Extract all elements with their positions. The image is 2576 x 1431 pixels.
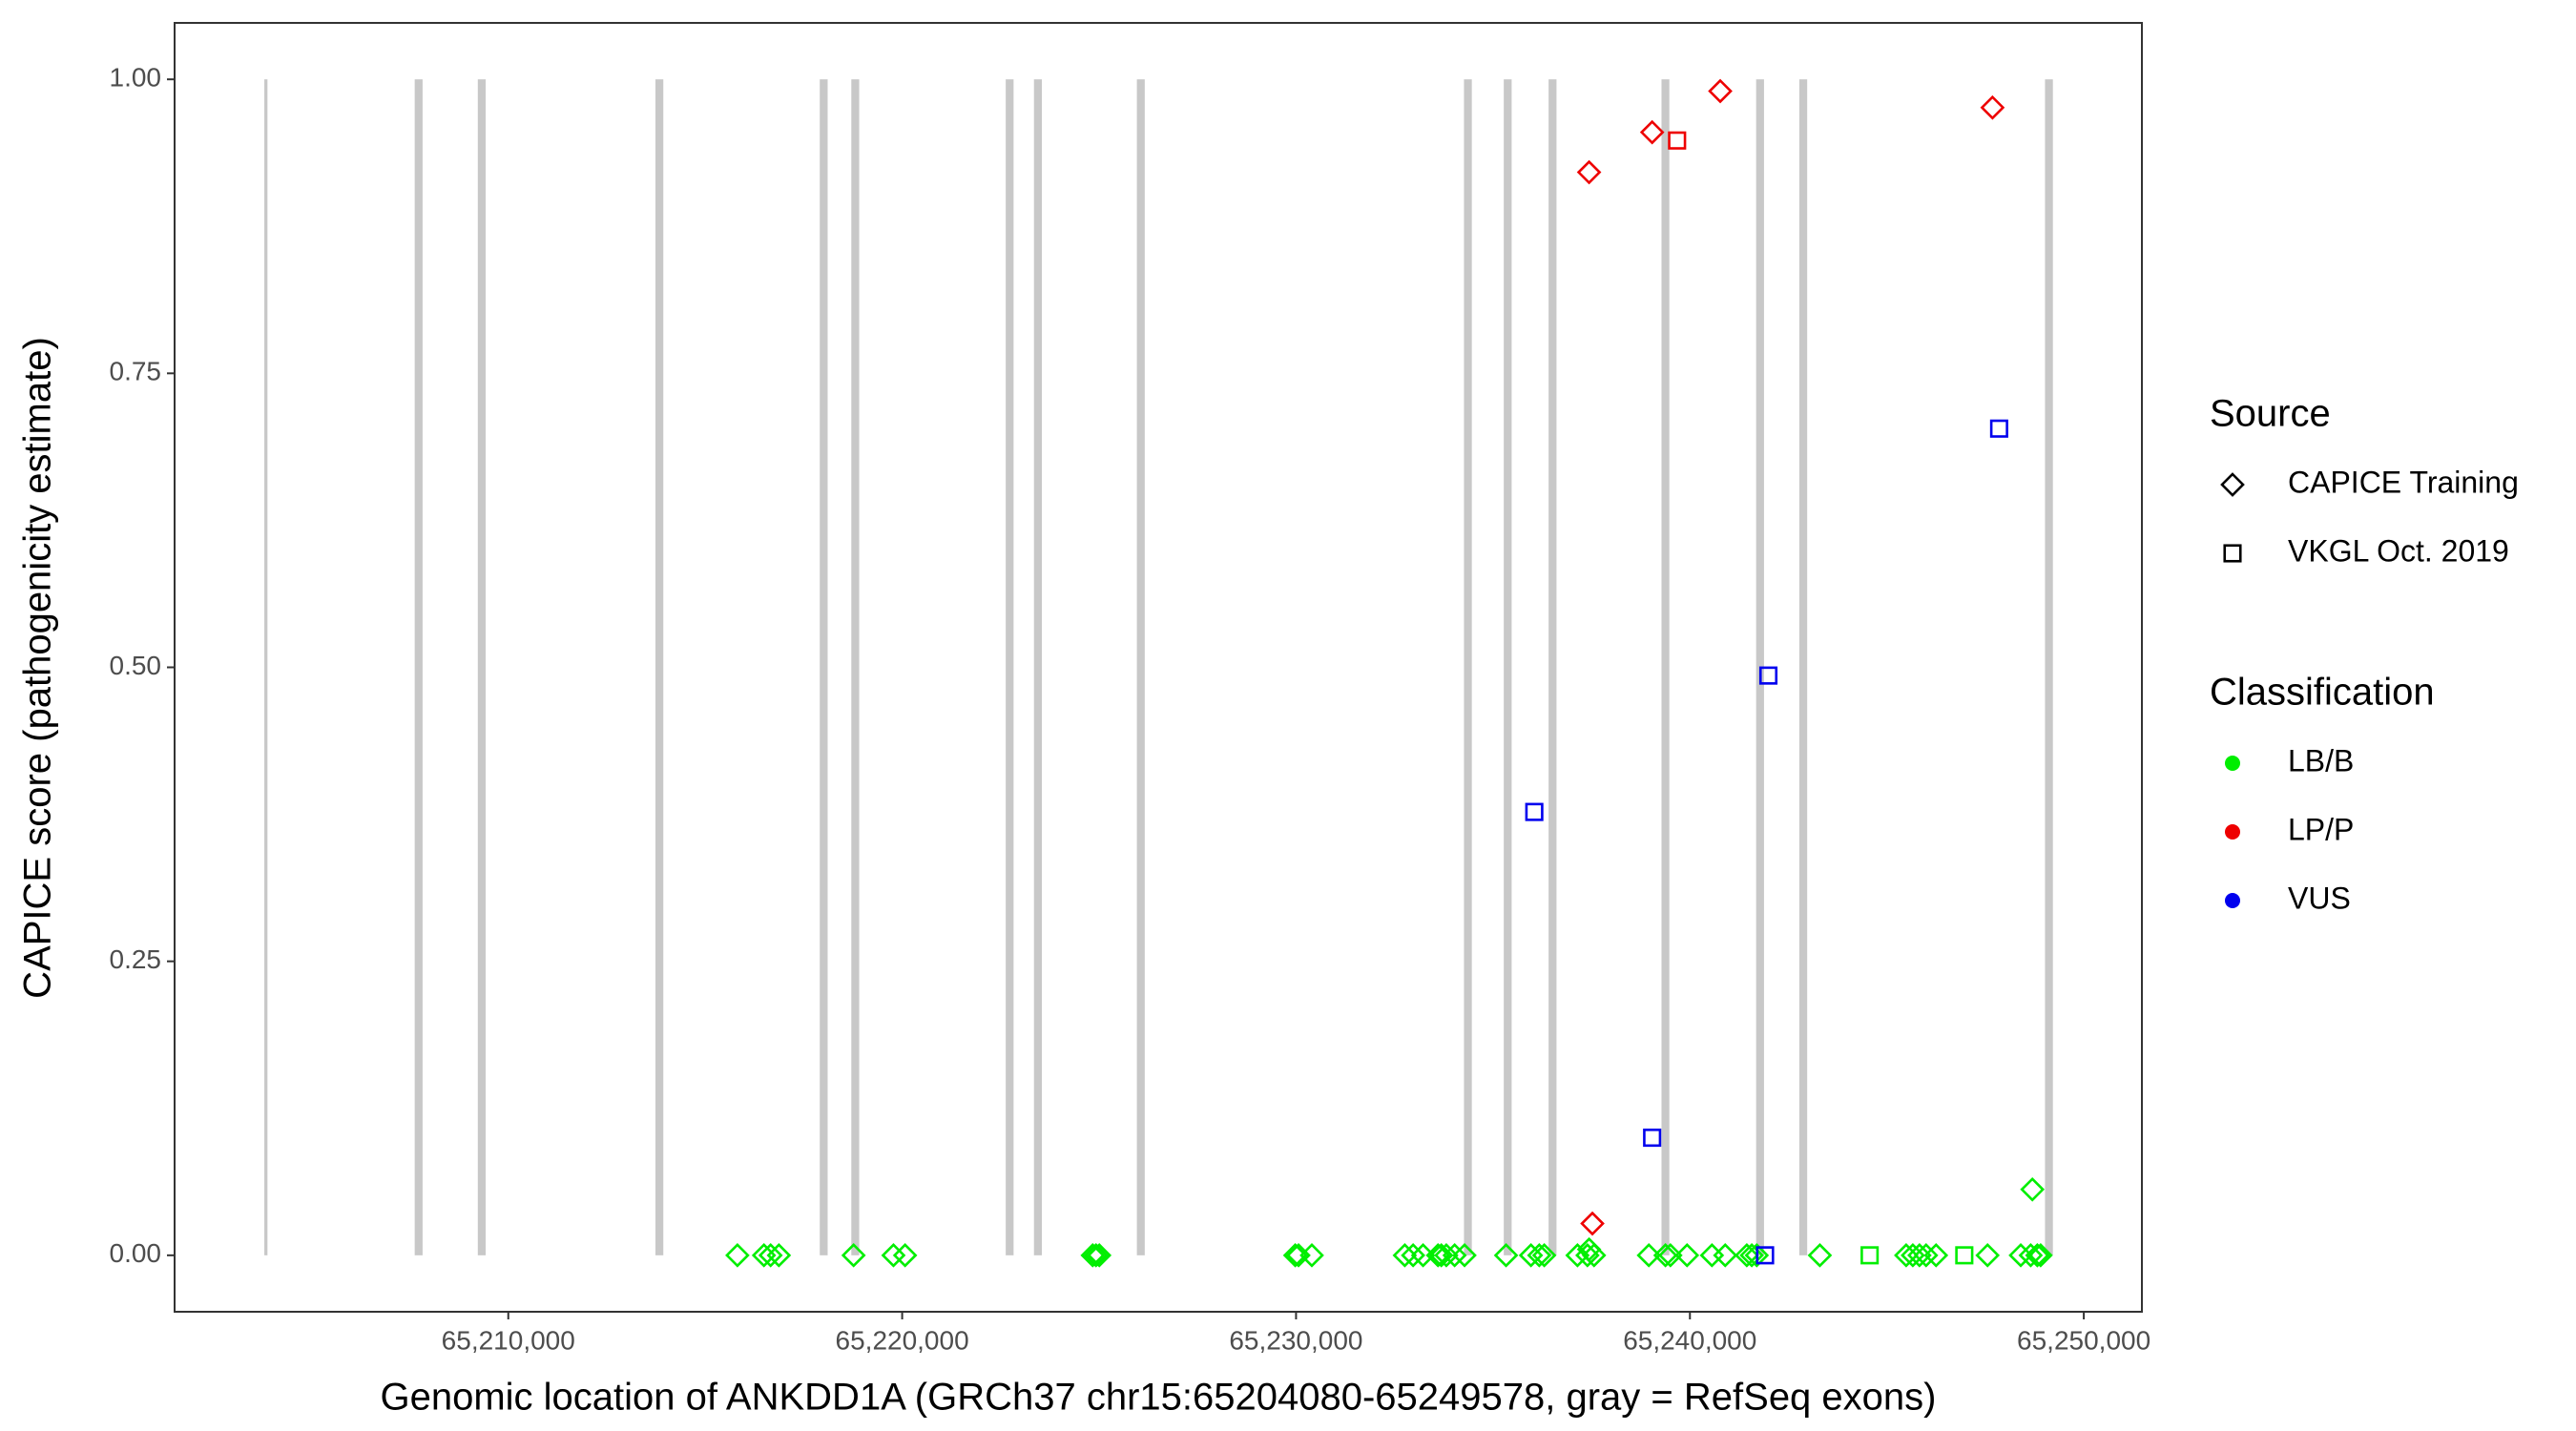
point bbox=[1980, 94, 2005, 120]
point bbox=[1080, 1242, 1106, 1268]
exon bbox=[1136, 79, 1145, 1255]
point bbox=[1525, 802, 1544, 821]
point bbox=[1083, 1242, 1109, 1268]
exon bbox=[1548, 79, 1557, 1255]
legend-key bbox=[2225, 824, 2240, 840]
exon bbox=[1504, 79, 1512, 1255]
point bbox=[1807, 1242, 1833, 1268]
point bbox=[1392, 1242, 1418, 1268]
y-tick-label: 0.50 bbox=[110, 651, 162, 680]
legend-key bbox=[2225, 893, 2240, 908]
point bbox=[1087, 1242, 1112, 1268]
point bbox=[1668, 131, 1687, 150]
y-tick-label: 0.25 bbox=[110, 944, 162, 974]
point bbox=[1657, 1242, 1683, 1268]
legend-label: VKGL Oct. 2019 bbox=[2288, 533, 2509, 568]
point bbox=[1576, 159, 1602, 185]
point bbox=[1652, 1242, 1678, 1268]
y-axis-title: CAPICE score (pathogenicity estimate) bbox=[17, 337, 59, 999]
point bbox=[1425, 1242, 1451, 1268]
point bbox=[758, 1242, 783, 1268]
point bbox=[2020, 1176, 2046, 1202]
exon bbox=[851, 79, 860, 1255]
exon bbox=[1798, 79, 1808, 1255]
point bbox=[1401, 1242, 1425, 1268]
point bbox=[1708, 78, 1733, 104]
legend-label: LB/B bbox=[2288, 743, 2354, 778]
point bbox=[2008, 1242, 2033, 1268]
point bbox=[1713, 1242, 1738, 1268]
point bbox=[1907, 1242, 1932, 1268]
exon bbox=[477, 79, 487, 1255]
point bbox=[1576, 1236, 1602, 1262]
point bbox=[1643, 1129, 1662, 1148]
x-tick-label: 65,220,000 bbox=[836, 1325, 969, 1355]
point bbox=[1674, 1242, 1700, 1268]
x-tick-label: 65,250,000 bbox=[2017, 1325, 2150, 1355]
point bbox=[881, 1242, 906, 1268]
exon bbox=[654, 79, 664, 1255]
point bbox=[1639, 119, 1665, 145]
exon bbox=[2045, 79, 2053, 1255]
exon bbox=[414, 79, 423, 1255]
x-tick-label: 65,210,000 bbox=[442, 1325, 575, 1355]
point bbox=[1282, 1242, 1308, 1268]
exon bbox=[1661, 79, 1670, 1255]
legend-label: CAPICE Training bbox=[2288, 465, 2519, 499]
point bbox=[1442, 1242, 1467, 1268]
point bbox=[1955, 1246, 1974, 1265]
point bbox=[1531, 1242, 1557, 1268]
point bbox=[1755, 1246, 1775, 1265]
x-tick-label: 65,230,000 bbox=[1229, 1325, 1362, 1355]
point bbox=[841, 1242, 866, 1268]
y-tick-label: 0.75 bbox=[110, 357, 162, 386]
exon bbox=[1006, 79, 1014, 1255]
legend-label: VUS bbox=[2288, 881, 2351, 915]
point bbox=[1434, 1242, 1459, 1268]
point bbox=[2028, 1242, 2053, 1268]
exon bbox=[264, 79, 268, 1255]
point bbox=[1452, 1242, 1477, 1268]
point bbox=[2018, 1242, 2044, 1268]
point bbox=[1580, 1211, 1605, 1236]
x-axis-title: Genomic location of ANKDD1A (GRCh37 chr1… bbox=[381, 1377, 1937, 1419]
point bbox=[1758, 666, 1778, 685]
point bbox=[1989, 419, 2008, 438]
point bbox=[892, 1242, 918, 1268]
legend-key bbox=[2223, 544, 2242, 563]
point bbox=[1565, 1242, 1590, 1268]
y-tick-label: 0.00 bbox=[110, 1238, 162, 1268]
point bbox=[1913, 1242, 1939, 1268]
point bbox=[1744, 1242, 1770, 1268]
point bbox=[1860, 1246, 1880, 1265]
point bbox=[1739, 1242, 1764, 1268]
point bbox=[1493, 1242, 1519, 1268]
legend-key bbox=[2220, 472, 2245, 497]
legend-title: Classification bbox=[2210, 672, 2435, 714]
point bbox=[1299, 1242, 1324, 1268]
point bbox=[725, 1242, 750, 1268]
point bbox=[766, 1242, 792, 1268]
point bbox=[1636, 1242, 1662, 1268]
exon bbox=[1033, 79, 1042, 1255]
point bbox=[1923, 1242, 1949, 1268]
point bbox=[1581, 1242, 1607, 1268]
legend-key bbox=[2225, 756, 2240, 771]
point bbox=[2025, 1242, 2050, 1268]
legend-title: Source bbox=[2210, 393, 2331, 435]
x-tick-label: 65,240,000 bbox=[1623, 1325, 1756, 1355]
exon bbox=[1464, 79, 1472, 1255]
point bbox=[1735, 1242, 1759, 1268]
exon bbox=[820, 79, 828, 1255]
plot-border bbox=[174, 22, 2143, 1313]
legend-label: LP/P bbox=[2288, 812, 2354, 846]
point bbox=[1975, 1242, 2001, 1268]
y-tick-label: 1.00 bbox=[110, 63, 162, 93]
point bbox=[1527, 1242, 1552, 1268]
